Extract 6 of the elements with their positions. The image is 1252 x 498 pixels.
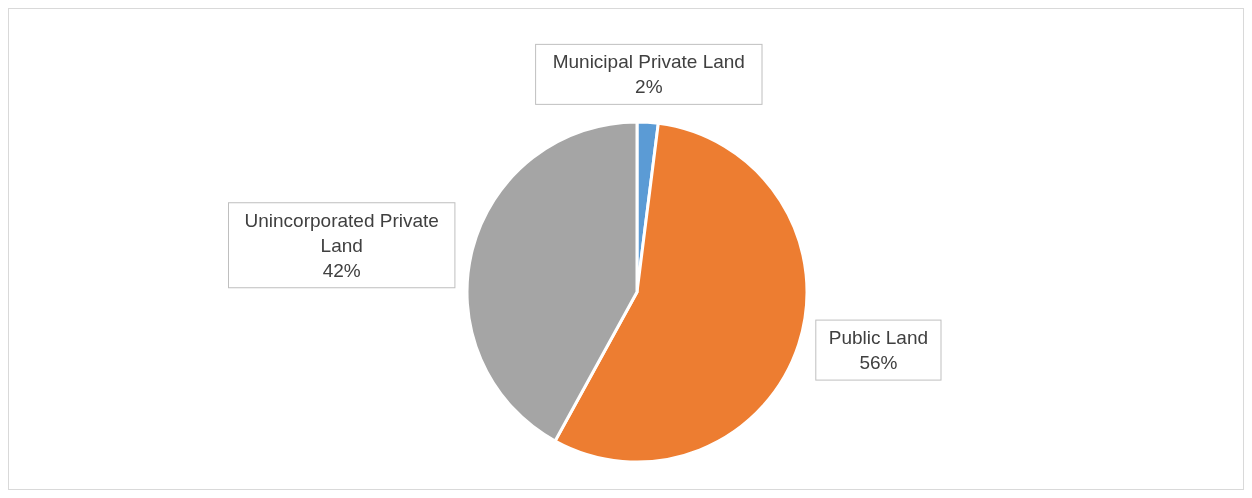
data-label: 2% [635, 76, 663, 98]
slice-label: Public Land [828, 327, 929, 349]
data-label: 56% [859, 352, 898, 374]
data-label: 42% [322, 259, 361, 281]
slice-label: Municipal Private Land [552, 51, 745, 73]
slice-label: Unincorporated Private Land [244, 209, 439, 256]
